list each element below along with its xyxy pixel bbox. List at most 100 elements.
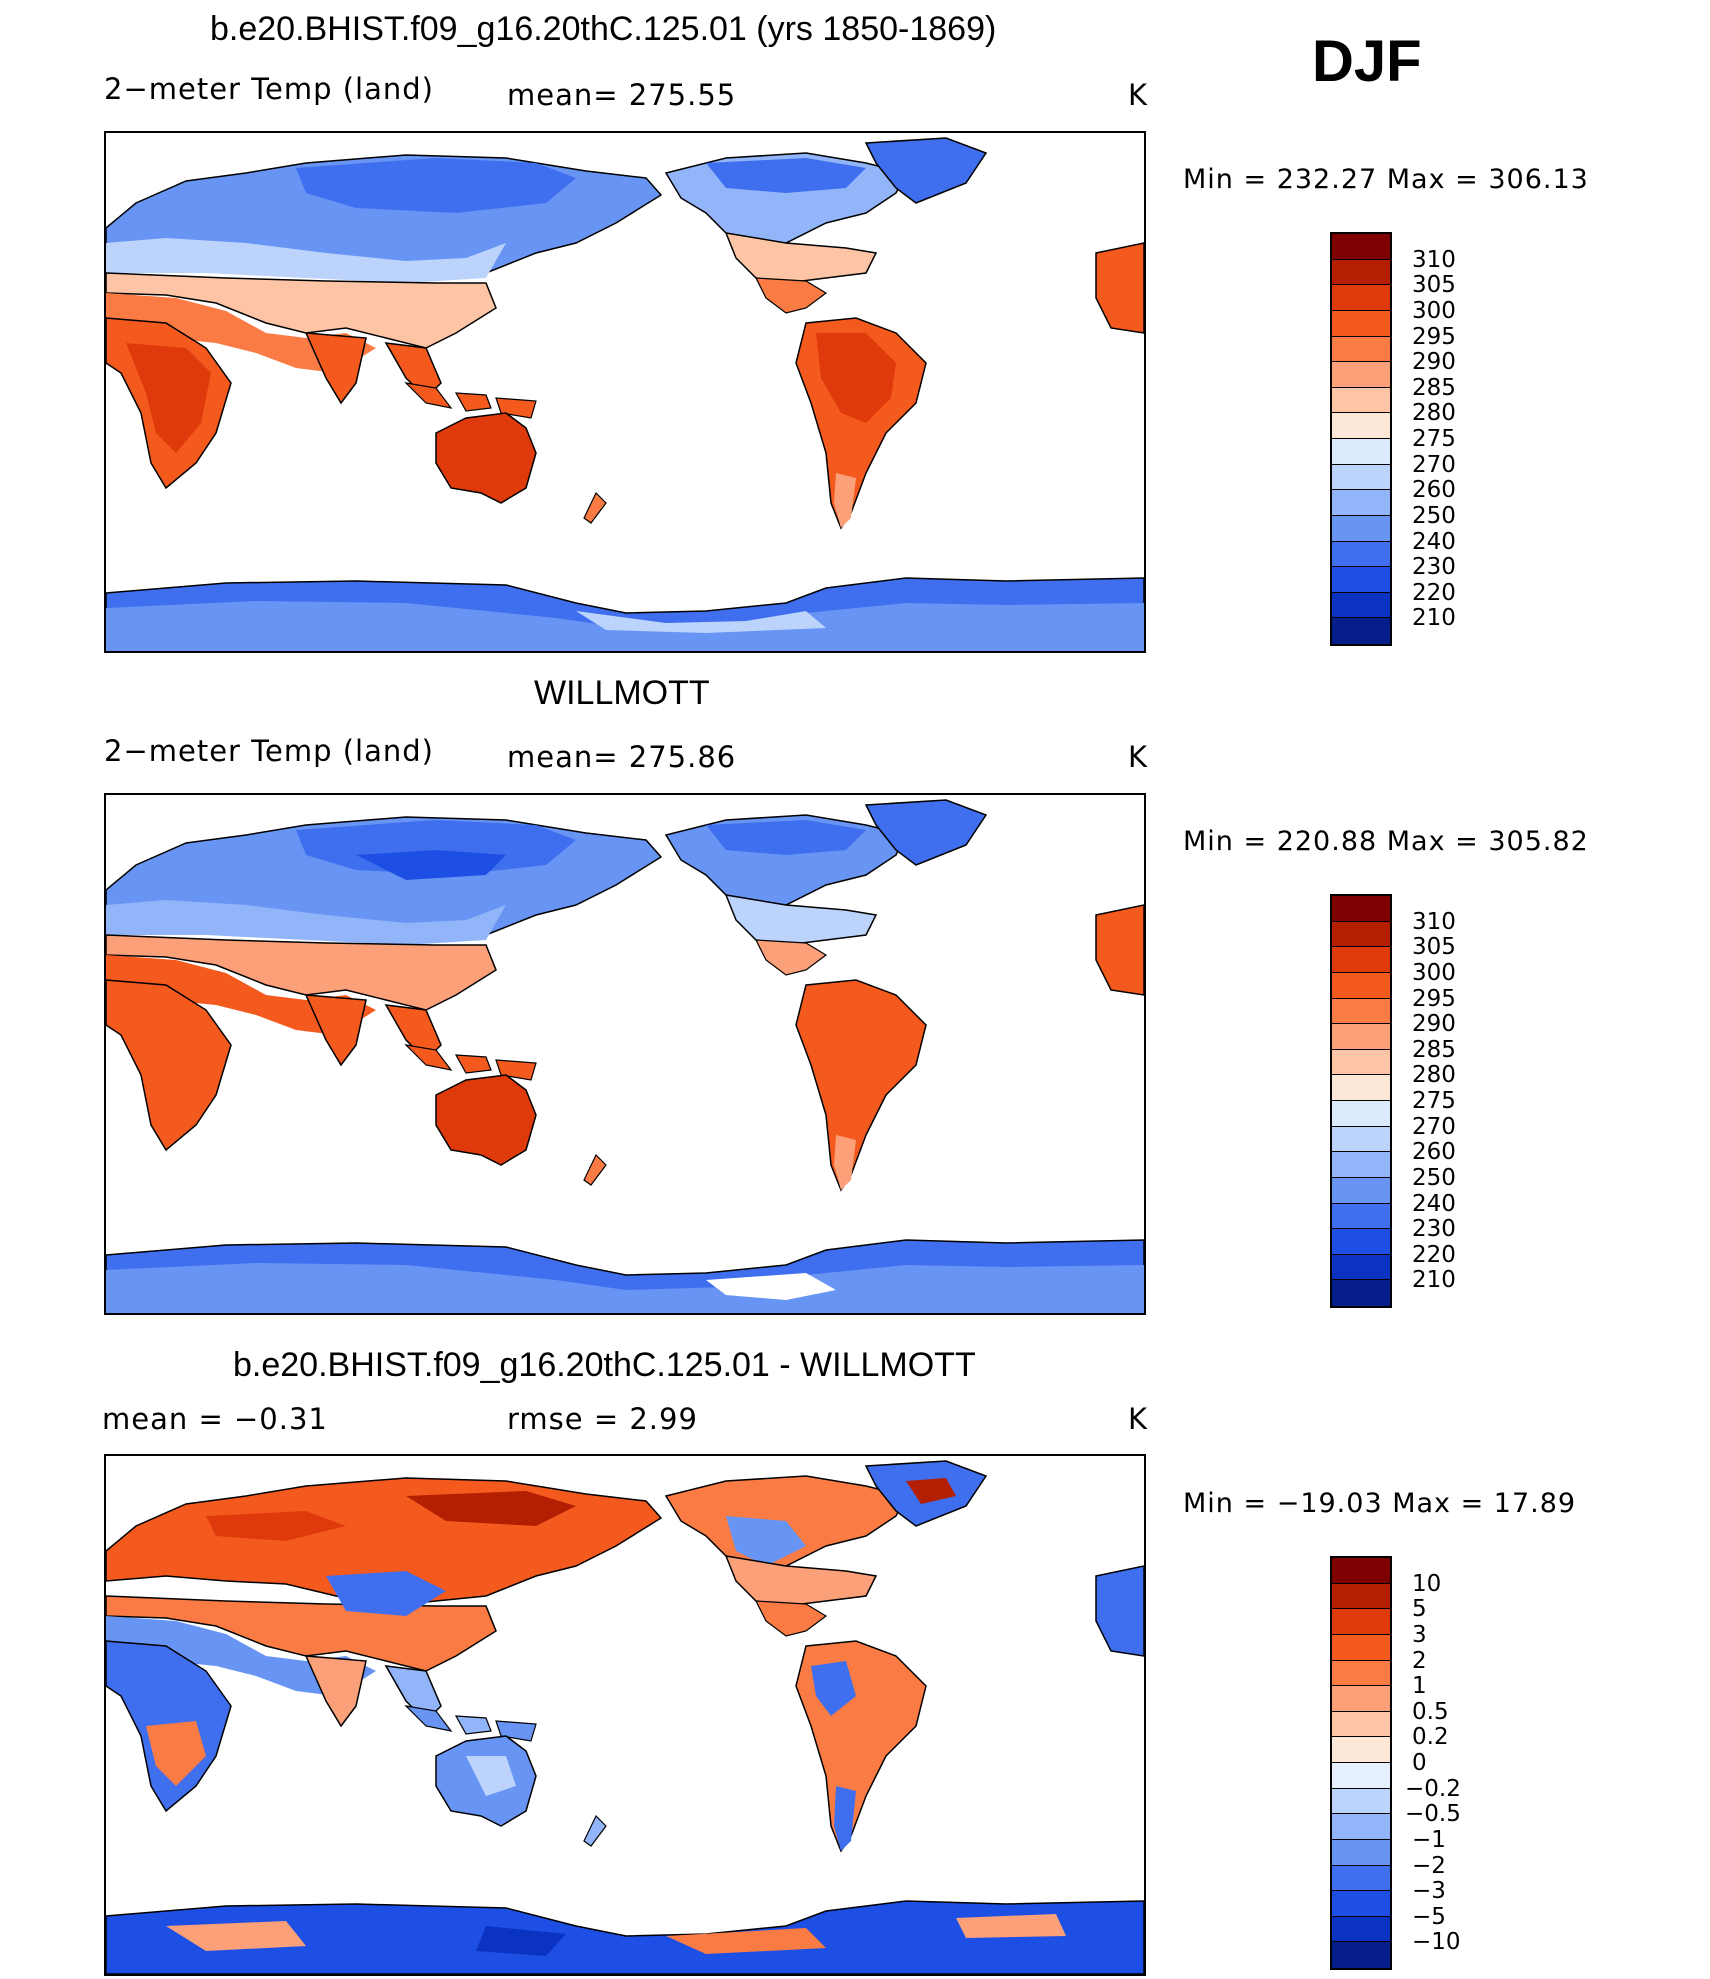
colorbar-tick-label: 5: [1412, 1596, 1427, 1623]
colorbar-swatch: [1332, 1763, 1390, 1789]
colorbar-tick-label: 275: [1412, 1088, 1456, 1114]
panel-2-minmax: Min = 220.88 Max = 305.82: [1183, 826, 1589, 857]
colorbar-tick-label: 10: [1412, 1570, 1442, 1597]
colorbar-swatch: [1332, 439, 1390, 465]
colorbar-tick-label: 310: [1412, 908, 1456, 935]
colorbar-swatch: [1332, 947, 1390, 973]
colorbar-tick-label: 1: [1412, 1673, 1427, 1700]
colorbar-tick-label: 0.5: [1412, 1698, 1449, 1725]
colorbar-tick-label: −3: [1412, 1878, 1446, 1905]
colorbar-tick-label: 285: [1412, 374, 1456, 401]
colorbar-swatch: [1332, 1254, 1390, 1281]
colorbar-tick-label: 305: [1412, 272, 1456, 299]
colorbar-tick-label: 300: [1412, 297, 1456, 324]
colorbar-swatch: [1332, 541, 1390, 568]
colorbar-swatch: [1332, 1865, 1390, 1892]
colorbar-swatch: [1332, 490, 1390, 516]
map-model-temperature: [106, 137, 1144, 651]
colorbar-swatch: [1332, 413, 1390, 439]
panel-3-map: [104, 1454, 1146, 1976]
colorbar-swatch: [1332, 1152, 1390, 1178]
panel-2-variable: 2−meter Temp (land): [104, 734, 434, 768]
panel-3-minmax: Min = −19.03 Max = 17.89: [1183, 1488, 1577, 1519]
colorbar-swatch: [1332, 1942, 1390, 1968]
colorbar-swatch: [1332, 310, 1390, 337]
colorbar-swatch: [1332, 1177, 1390, 1204]
colorbar-swatch: [1332, 1609, 1390, 1635]
colorbar-tick-label: 280: [1412, 400, 1456, 427]
colorbar-swatch: [1332, 1075, 1390, 1101]
panel-1-units: K: [1128, 78, 1149, 112]
colorbar-swatch: [1332, 1839, 1390, 1866]
colorbar-swatch: [1332, 259, 1390, 286]
colorbar-tick-label: 270: [1412, 1113, 1456, 1140]
colorbar-tick-label: 295: [1412, 323, 1456, 350]
colorbar-tick-label: 220: [1412, 1241, 1456, 1268]
colorbar-swatch: [1332, 1049, 1390, 1076]
colorbar-tick-label: 285: [1412, 1036, 1456, 1063]
colorbar-swatch: [1332, 896, 1390, 922]
panel-2-mean: mean= 275.86: [507, 740, 737, 774]
colorbar-swatch: [1332, 362, 1390, 388]
colorbar-swatch: [1332, 1634, 1390, 1661]
colorbar-tick-label: 250: [1412, 1164, 1456, 1191]
colorbar-tick-label: 260: [1412, 1139, 1456, 1166]
colorbar-tick-label: −10: [1412, 1929, 1461, 1956]
colorbar-swatch: [1332, 1686, 1390, 1712]
colorbar-swatch: [1332, 1891, 1390, 1917]
colorbar-tick-label: 290: [1412, 1011, 1456, 1038]
season-label: DJF: [1312, 29, 1422, 94]
colorbar-tick-label: 240: [1412, 1190, 1456, 1217]
colorbar-swatch: [1332, 972, 1390, 999]
colorbar-swatch: [1332, 336, 1390, 363]
colorbar-swatch: [1332, 1814, 1390, 1840]
panel-2-map: [104, 793, 1146, 1315]
colorbar-swatch: [1332, 234, 1390, 260]
colorbar-swatch: [1332, 1737, 1390, 1763]
colorbar-swatch: [1332, 567, 1390, 593]
colorbar-swatch: [1332, 285, 1390, 311]
map-difference-temperature: [106, 1460, 1144, 1974]
colorbar-tick-label: 270: [1412, 451, 1456, 478]
panel-1-map: [104, 131, 1146, 653]
colorbar-tick-label: 295: [1412, 985, 1456, 1012]
panel-2-title: WILLMOTT: [534, 674, 710, 712]
colorbar-tick-label: 0.2: [1412, 1724, 1449, 1751]
panel-1-mean: mean= 275.55: [507, 78, 737, 112]
panel-1-title: b.e20.BHIST.f09_g16.20thC.125.01 (yrs 18…: [210, 10, 997, 48]
colorbar-tick-label: 220: [1412, 579, 1456, 606]
panel-2-colorbar: [1330, 894, 1392, 1308]
colorbar-tick-label: 290: [1412, 349, 1456, 376]
colorbar-swatch: [1332, 387, 1390, 414]
colorbar-tick-label: −1: [1412, 1826, 1446, 1853]
map-observed-temperature: [106, 799, 1144, 1313]
colorbar-swatch: [1332, 1024, 1390, 1050]
colorbar-swatch: [1332, 1711, 1390, 1738]
colorbar-tick-label: 305: [1412, 934, 1456, 961]
colorbar-swatch: [1332, 1558, 1390, 1584]
colorbar-swatch: [1332, 1101, 1390, 1127]
colorbar-swatch: [1332, 1583, 1390, 1610]
panel-1-variable: 2−meter Temp (land): [104, 72, 434, 106]
panel-3-rmse: rmse = 2.99: [507, 1402, 698, 1436]
panel-3-mean: mean = −0.31: [102, 1402, 328, 1436]
colorbar-swatch: [1332, 921, 1390, 948]
panel-1-minmax: Min = 232.27 Max = 306.13: [1183, 164, 1589, 195]
colorbar-swatch: [1332, 515, 1390, 542]
colorbar-tick-label: −2: [1412, 1852, 1446, 1879]
colorbar-tick-label: 230: [1412, 1216, 1456, 1243]
colorbar-tick-label: 210: [1412, 1267, 1456, 1294]
colorbar-tick-label: 240: [1412, 528, 1456, 555]
colorbar-tick-label: 0: [1412, 1750, 1427, 1776]
colorbar-tick-label: 210: [1412, 605, 1456, 632]
panel-2-units: K: [1128, 740, 1149, 774]
colorbar-tick-label: 3: [1412, 1621, 1427, 1648]
colorbar-tick-label: −5: [1412, 1903, 1446, 1930]
colorbar-swatch: [1332, 1280, 1390, 1306]
colorbar-tick-label: 250: [1412, 502, 1456, 529]
colorbar-swatch: [1332, 1126, 1390, 1153]
colorbar-swatch: [1332, 1660, 1390, 1687]
colorbar-tick-label: 300: [1412, 959, 1456, 986]
panel-1-colorbar: [1330, 232, 1392, 646]
colorbar-swatch: [1332, 592, 1390, 619]
